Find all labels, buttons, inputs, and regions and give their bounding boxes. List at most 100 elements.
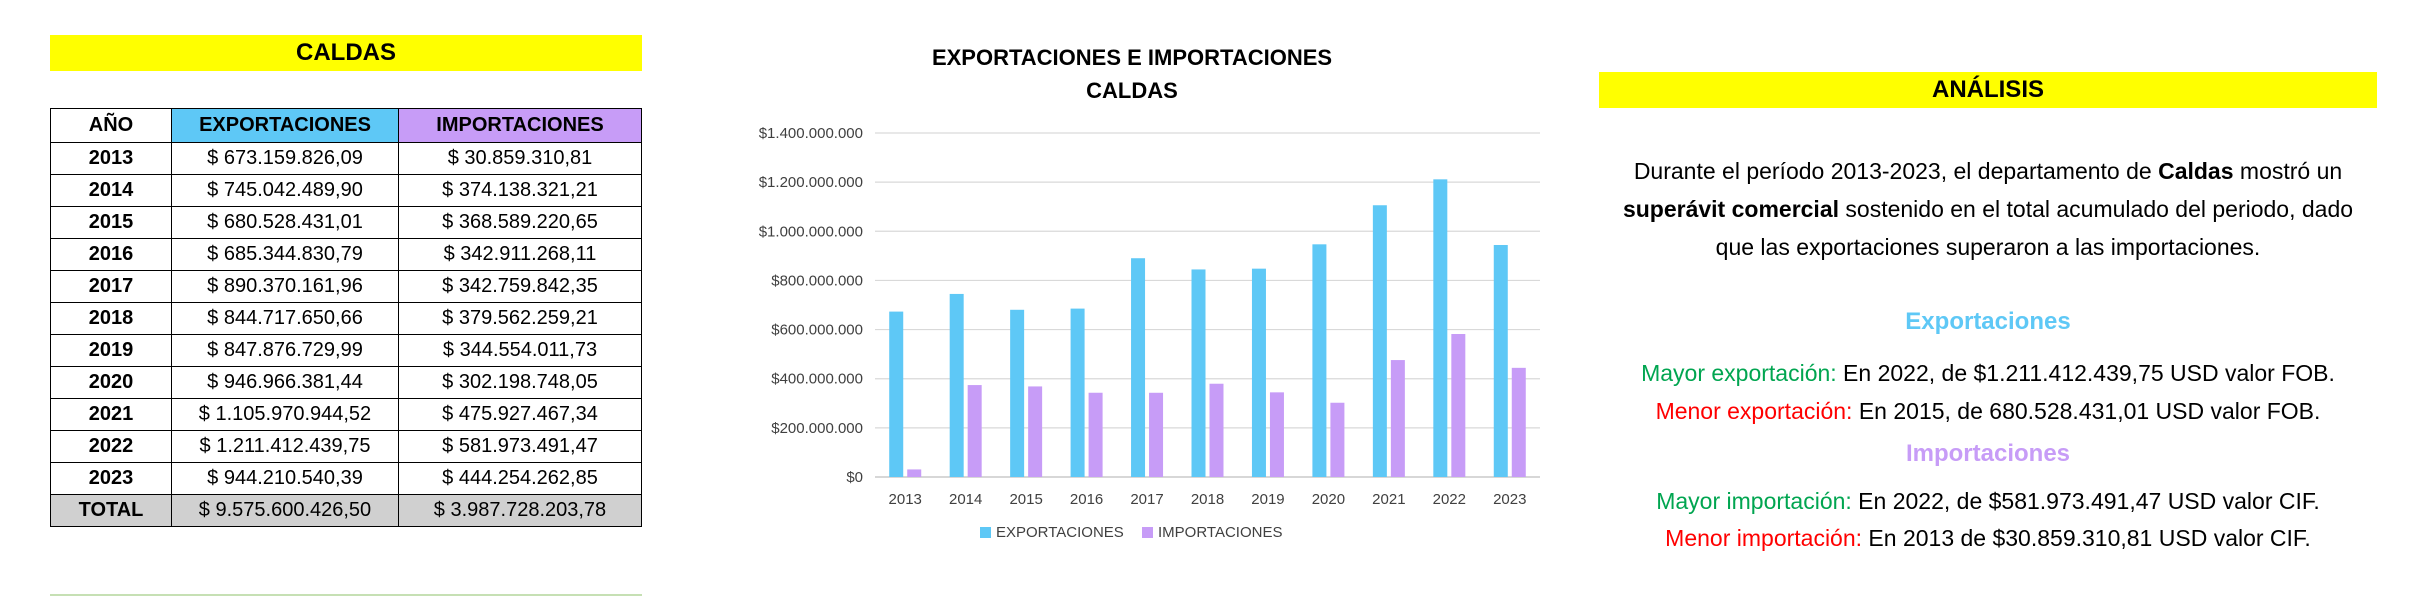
exports-max-text: En 2022, de $1.211.412.439,75 USD valor … [1836, 360, 2335, 386]
imports-heading: Importaciones [1905, 440, 2071, 467]
bar-imports [1330, 402, 1345, 477]
bar-exports [1131, 258, 1146, 477]
x-tick-label: 2016 [1070, 491, 1103, 508]
imports-cell: $ 379.562.259,21 [398, 302, 642, 335]
header-imports: IMPORTACIONES [398, 108, 642, 143]
chart-subtitle: CALDAS [1086, 78, 1178, 103]
imports-cell: $ 444.254.262,85 [398, 462, 642, 495]
para-text-3: que las exportaciones superaron a las im… [1715, 234, 2261, 260]
table-title: CALDAS [50, 35, 642, 71]
bar-exports [1070, 308, 1085, 477]
y-tick-label: $400.000.000 [771, 371, 863, 388]
bar-exports [1010, 309, 1025, 477]
para-text-1: Durante el período 2013-2023, el departa… [1633, 158, 2159, 184]
exports-cell: $ 685.344.830,79 [171, 238, 399, 271]
year-cell: 2019 [50, 334, 172, 367]
x-tick-label: 2019 [1251, 491, 1284, 508]
bar-imports [1028, 386, 1043, 477]
chart-title: EXPORTACIONES E IMPORTACIONES [932, 45, 1332, 70]
exports-min-label: Menor exportación: [1655, 398, 1853, 424]
imports-cell: $ 342.911.268,11 [398, 238, 642, 271]
exports-cell: $ 673.159.826,09 [171, 142, 399, 175]
x-tick-label: 2013 [889, 491, 922, 508]
table-row: 2015 $ 680.528.431,01 $ 368.589.220,65 [50, 206, 642, 239]
x-tick-label: 2020 [1312, 491, 1345, 508]
table-row: 2018 $ 844.717.650,66 $ 379.562.259,21 [50, 302, 642, 335]
trade-table: AÑO EXPORTACIONES IMPORTACIONES 2013 $ 67… [50, 108, 642, 527]
header-exports: EXPORTACIONES [171, 108, 399, 143]
exports-min-line: Menor exportación: En 2015, de 680.528.4… [1599, 398, 2377, 425]
table-row: 2016 $ 685.344.830,79 $ 342.911.268,11 [50, 238, 642, 271]
year-cell: 2018 [50, 302, 172, 335]
legend-swatch [1142, 527, 1153, 538]
exports-cell: $ 890.370.161,96 [171, 270, 399, 303]
bar-imports [1269, 392, 1284, 477]
bar-exports [1251, 268, 1266, 477]
bar-imports [1390, 360, 1405, 477]
legend-label: EXPORTACIONES [996, 524, 1124, 541]
y-tick-label: $1.400.000.000 [759, 125, 863, 142]
year-cell: 2017 [50, 270, 172, 303]
imports-min-line: Menor importación: En 2013 de $30.859.31… [1599, 525, 2377, 552]
header-year: AÑO [50, 108, 172, 143]
para-bold-2: superávit comercial [1622, 196, 1840, 222]
exports-min-text: En 2015, de 680.528.431,01 USD valor FOB… [1852, 398, 2321, 424]
legend-label: IMPORTACIONES [1158, 524, 1282, 541]
year-cell: 2013 [50, 142, 172, 175]
bar-imports [1149, 392, 1164, 477]
exports-cell: $ 944.210.540,39 [171, 462, 399, 495]
exports-cell: $ 680.528.431,01 [171, 206, 399, 239]
bar-chart: EXPORTACIONES E IMPORTACIONES CALDAS $0 $… [759, 45, 1540, 541]
x-tick-label: 2021 [1372, 491, 1405, 508]
x-tick-label: 2018 [1191, 491, 1224, 508]
x-tick-label: 2022 [1433, 491, 1466, 508]
analysis-title: ANÁLISIS [1599, 72, 2377, 108]
divider [50, 594, 642, 596]
imports-max-label: Mayor importación: [1656, 488, 1852, 514]
table-row: 2023 $ 944.210.540,39 $ 444.254.262,85 [50, 462, 642, 495]
table-row: 2014 $ 745.042.489,90 $ 374.138.321,21 [50, 174, 642, 207]
imports-cell: $ 342.759.842,35 [398, 270, 642, 303]
exports-cell: $ 847.876.729,99 [171, 334, 399, 367]
imports-min-label: Menor importación: [1665, 525, 1863, 551]
bar-exports [1191, 269, 1206, 477]
bar-exports [1493, 244, 1508, 477]
imports-max-line: Mayor importación: En 2022, de $581.973.… [1599, 488, 2377, 515]
exports-cell: $ 946.966.381,44 [171, 366, 399, 399]
bar-imports [1451, 334, 1466, 477]
bar-imports [1209, 383, 1224, 477]
table-row: 2017 $ 890.370.161,96 $ 342.759.842,35 [50, 270, 642, 303]
imports-max-text: En 2022, de $581.973.491,47 USD valor CI… [1851, 488, 2320, 514]
imports-cell: $ 302.198.748,05 [398, 366, 642, 399]
year-cell: 2014 [50, 174, 172, 207]
bar-imports [967, 385, 982, 477]
bar-imports [907, 469, 922, 477]
bar-exports [889, 311, 904, 477]
year-cell: 2021 [50, 398, 172, 431]
y-tick-label: $800.000.000 [771, 272, 863, 289]
table-row: 2020 $ 946.966.381,44 $ 302.198.748,05 [50, 366, 642, 399]
y-tick-label: $0 [846, 469, 863, 486]
y-tick-label: $600.000.000 [771, 322, 863, 339]
para-text-1b: mostró un [2233, 158, 2343, 184]
imports-cell: $ 475.927.467,34 [398, 398, 642, 431]
imports-cell: $ 344.554.011,73 [398, 334, 642, 367]
bar-exports [949, 293, 964, 477]
exports-cell: $ 1.211.412.439,75 [171, 430, 399, 463]
imports-cell: $ 368.589.220,65 [398, 206, 642, 239]
table-body: 2013 $ 673.159.826,09 $ 30.859.310,81 2014 $… [50, 142, 642, 527]
y-tick-label: $1.200.000.000 [759, 174, 863, 191]
exports-heading: Exportaciones [1905, 308, 2071, 335]
table-row: 2019 $ 847.876.729,99 $ 344.554.011,73 [50, 334, 642, 367]
year-cell: 2020 [50, 366, 172, 399]
exports-cell: $ 745.042.489,90 [171, 174, 399, 207]
total-imports: $ 3.987.728.203,78 [398, 494, 642, 527]
x-tick-label: 2023 [1493, 491, 1526, 508]
table-row: 2013 $ 673.159.826,09 $ 30.859.310,81 [50, 142, 642, 175]
y-tick-label: $200.000.000 [771, 420, 863, 437]
exports-max-label: Mayor exportación: [1641, 360, 1837, 386]
para-text-2: sostenido en el total acumulado del peri… [1839, 196, 2354, 222]
legend-swatch [980, 527, 991, 538]
imports-min-text: En 2013 de $30.859.310,81 USD valor CIF. [1862, 525, 2311, 551]
year-cell: 2016 [50, 238, 172, 271]
